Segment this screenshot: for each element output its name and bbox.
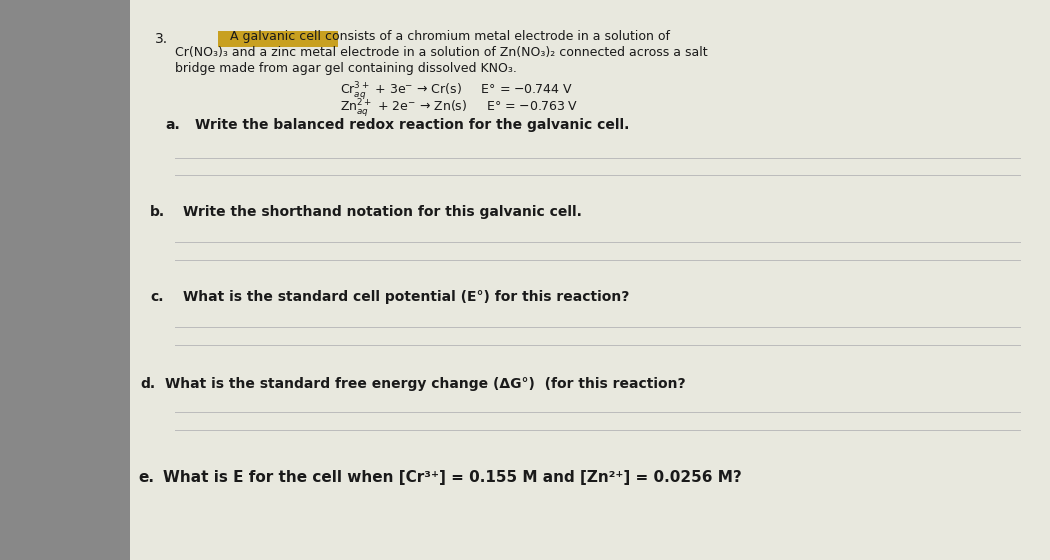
Bar [130,0,1050,560]
Text: Write the shorthand notation for this galvanic cell.: Write the shorthand notation for this ga… [183,205,582,219]
Text: A galvanic cell consists of a chromium metal electrode in a solution of: A galvanic cell consists of a chromium m… [230,30,670,43]
Text: d.: d. [140,377,155,391]
Text: Zn$_{aq}^{2+}$ + 2e$^{-}$ → Zn(s)     E° = −0.763 V: Zn$_{aq}^{2+}$ + 2e$^{-}$ → Zn(s) E° = −… [340,97,579,119]
Text: a.: a. [165,118,180,132]
Text: b.: b. [150,205,165,219]
Text: c.: c. [150,290,164,304]
Text: What is E for the cell when [Cr³⁺] = 0.155 M and [Zn²⁺] = 0.0256 M?: What is E for the cell when [Cr³⁺] = 0.1… [163,470,741,485]
Text: What is the standard cell potential (E°) for this reaction?: What is the standard cell potential (E°)… [183,290,629,304]
Text: bridge made from agar gel containing dissolved KNO₃.: bridge made from agar gel containing dis… [175,62,517,75]
Text: Cr$_{aq}^{3+}$ + 3e$^{-}$ → Cr(s)     E° = −0.744 V: Cr$_{aq}^{3+}$ + 3e$^{-}$ → Cr(s) E° = −… [340,80,573,102]
Text: 3.: 3. [155,32,168,46]
Text: e.: e. [138,470,154,485]
Text: Cr(NO₃)₃ and a zinc metal electrode in a solution of Zn(NO₃)₂ connected across a: Cr(NO₃)₃ and a zinc metal electrode in a… [175,46,708,59]
Text: Write the balanced redox reaction for the galvanic cell.: Write the balanced redox reaction for th… [195,118,629,132]
Bar [218,31,338,47]
Text: What is the standard free energy change (ΔG°)  (for this reaction?: What is the standard free energy change … [165,377,686,391]
